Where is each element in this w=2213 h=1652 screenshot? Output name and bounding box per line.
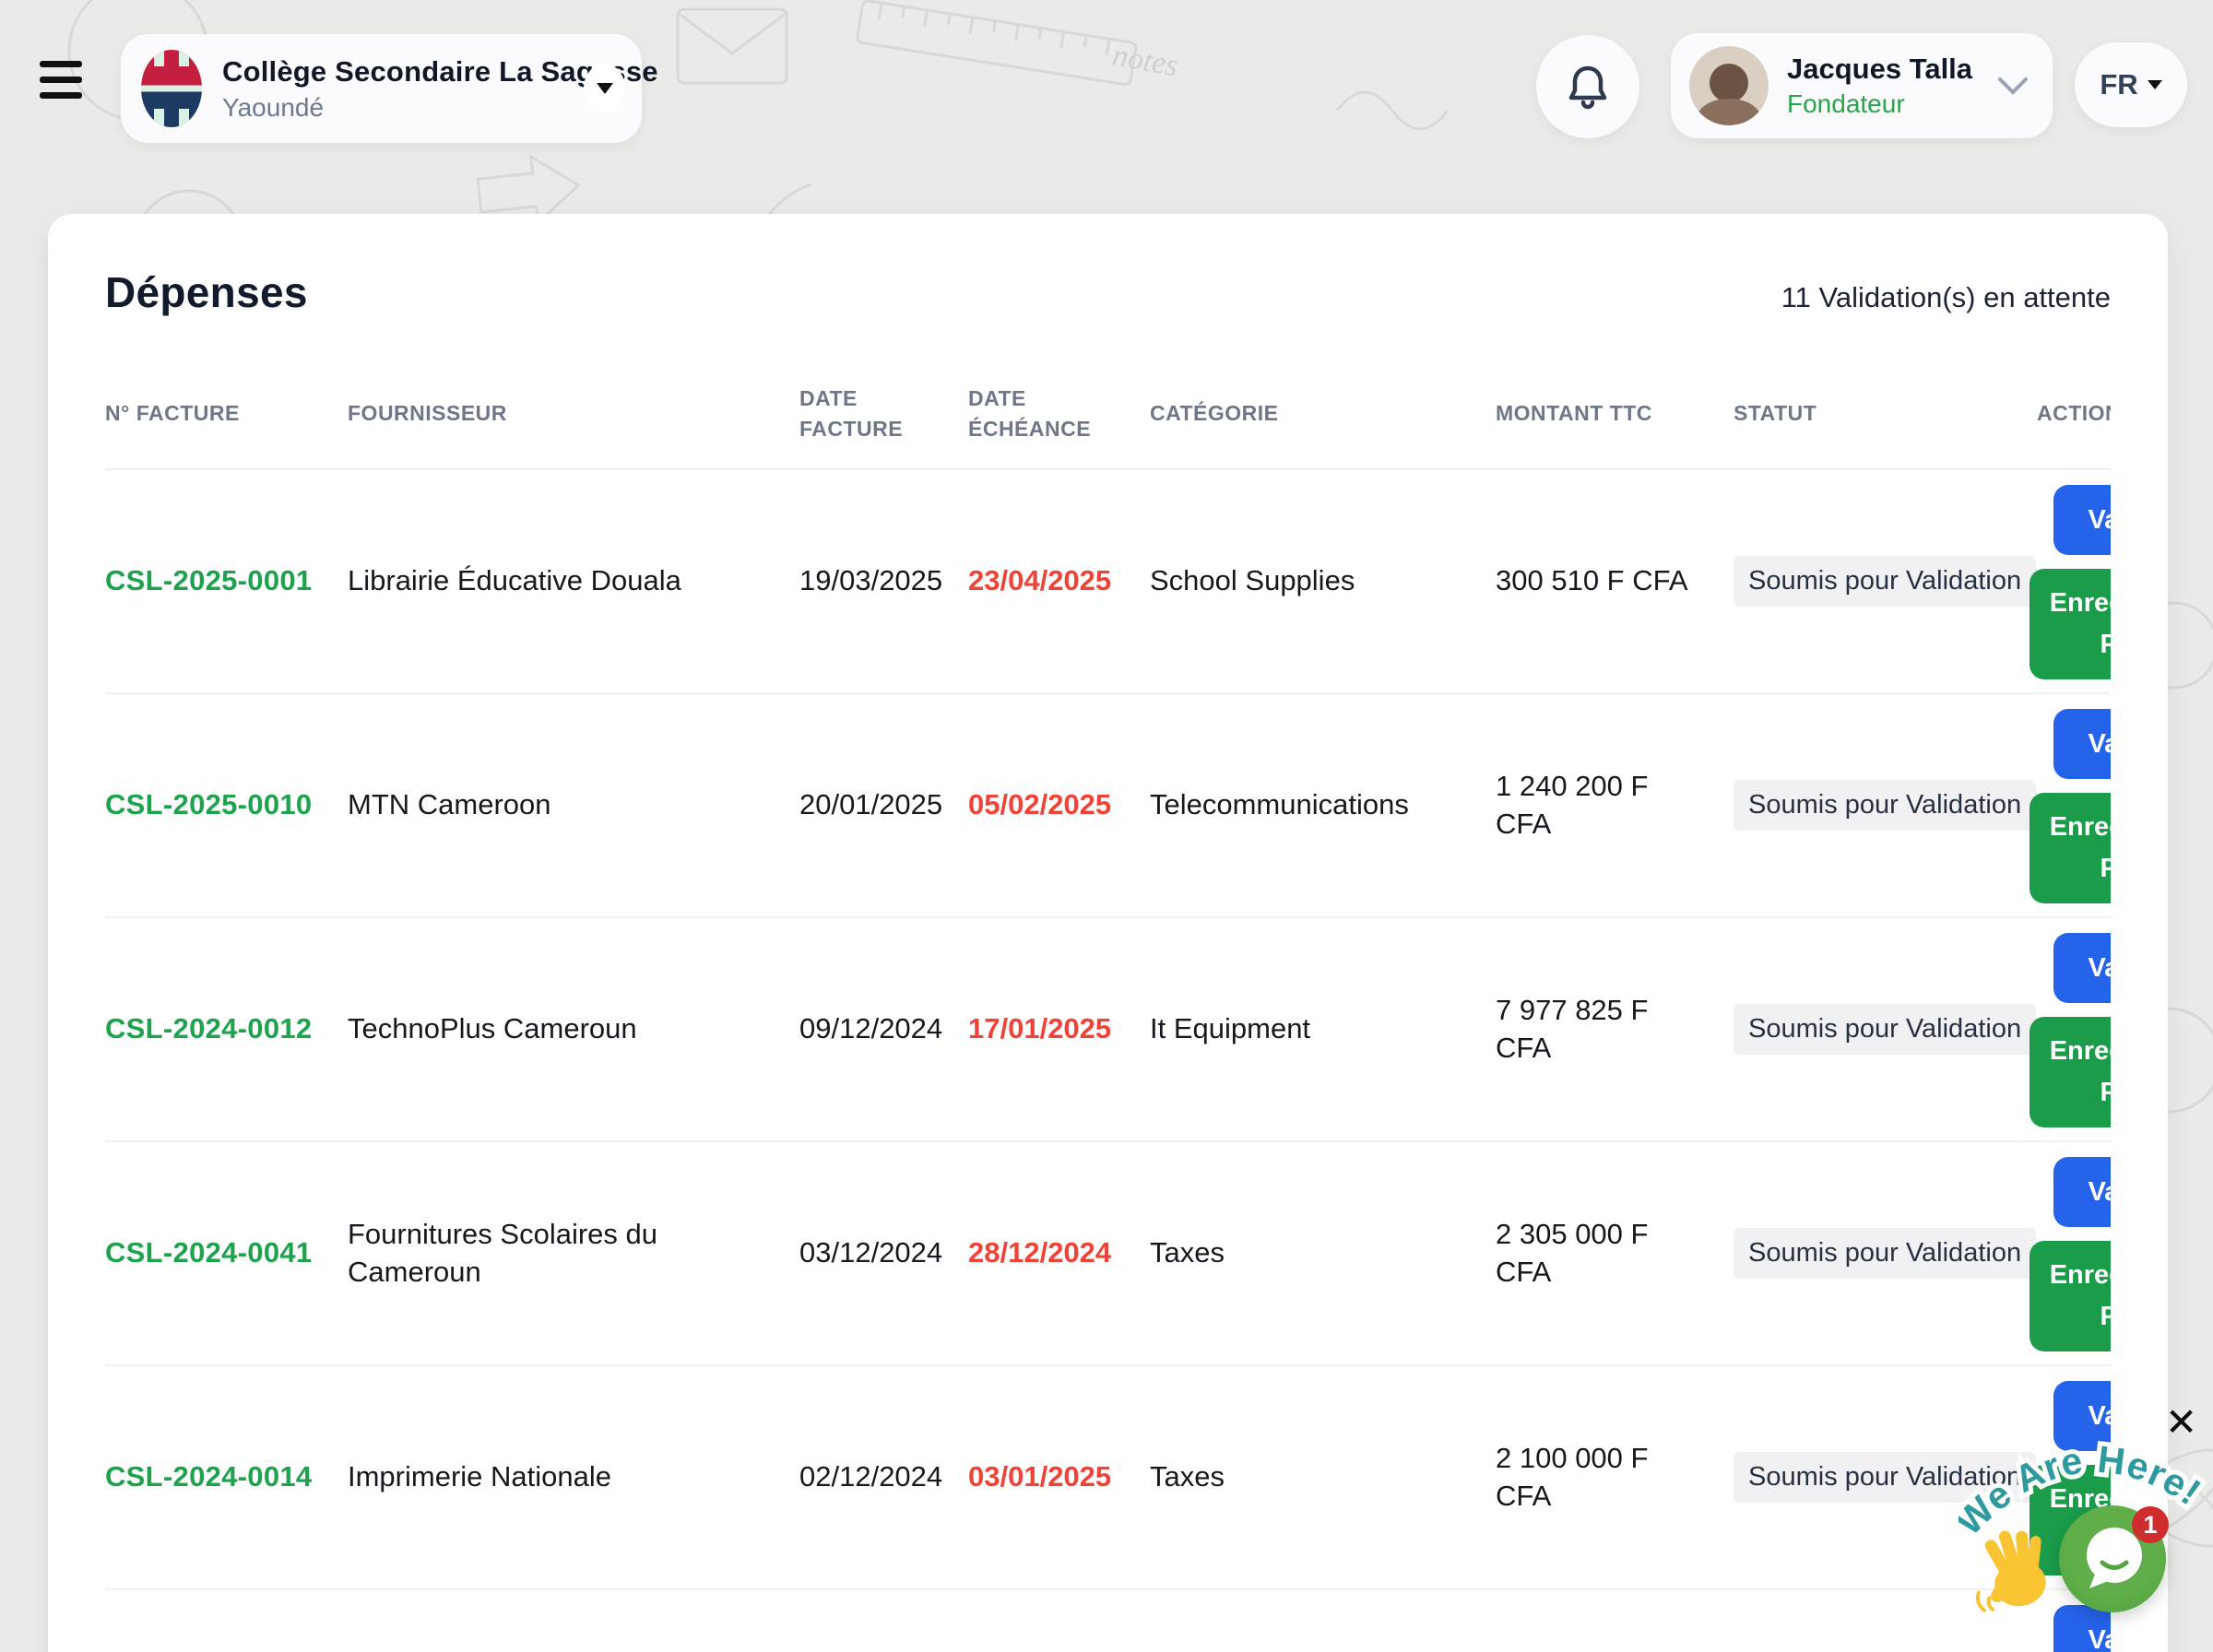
supplier: Fournitures Scolaires du Cameroun <box>348 1218 657 1288</box>
amount: 300 510 F CFA <box>1496 564 1688 597</box>
validate-button[interactable]: Valider <box>2053 1157 2111 1227</box>
col-invoice-date: DATE FACTURE <box>799 385 904 441</box>
table-header-row: N° FACTURE FOURNISSEUR DATE FACTURE DATE… <box>105 360 2111 470</box>
validate-button[interactable]: Valider <box>2053 709 2111 779</box>
user-role: Fondateur <box>1787 89 1905 118</box>
status-badge: Soumis pour Validation <box>1734 1227 2037 1280</box>
status-badge: Soumis pour Validation <box>1734 1003 2037 1056</box>
expenses-card: Dépenses 11 Validation(s) en attente N° … <box>48 214 2168 1652</box>
validate-button[interactable]: Valider <box>2053 485 2111 555</box>
caret-down-icon <box>2147 80 2162 89</box>
category: It Equipment <box>1150 1012 1311 1045</box>
amount: 2 100 000 F CFA <box>1496 1442 1649 1512</box>
language-selector[interactable]: FR <box>2075 42 2187 127</box>
table-row: CSL-2024-0014 Imprimerie Nationale 02/12… <box>105 1366 2111 1590</box>
status-badge: Soumis pour Validation <box>1734 1451 2037 1504</box>
category: Telecommunications <box>1150 788 1409 821</box>
notifications-button[interactable] <box>1536 35 1639 138</box>
due-date: 23/04/2025 <box>968 564 1112 597</box>
due-date: 28/12/2024 <box>968 1236 1112 1269</box>
user-name: Jacques Talla <box>1787 53 1973 85</box>
invoice-number[interactable]: CSL-2024-0041 <box>105 1236 313 1269</box>
avatar <box>1689 46 1769 125</box>
validate-button[interactable]: Valider <box>2053 1605 2111 1652</box>
amount: 7 977 825 F CFA <box>1496 994 1649 1064</box>
expenses-table: N° FACTURE FOURNISSEUR DATE FACTURE DATE… <box>105 360 2111 1652</box>
status-badge: Soumis pour Validation <box>1734 779 2037 832</box>
table-row-partial: Valider <box>105 1590 2111 1652</box>
table-row: CSL-2025-0001 Librairie Éducative Douala… <box>105 470 2111 694</box>
validate-button[interactable]: Valider <box>2053 1381 2111 1451</box>
school-logo <box>141 50 202 127</box>
menu-icon[interactable] <box>40 61 82 99</box>
invoice-date: 03/12/2024 <box>799 1236 943 1269</box>
supplier: Imprimerie Nationale <box>348 1460 611 1493</box>
school-name: Collège Secondaire La Sagesse <box>222 54 658 88</box>
table-row: CSL-2024-0041 Fournitures Scolaires du C… <box>105 1142 2111 1366</box>
col-due-date: DATE ÉCHÉANCE <box>968 385 1092 441</box>
due-date: 03/01/2025 <box>968 1460 1112 1493</box>
table-row: CSL-2025-0010 MTN Cameroon 20/01/2025 05… <box>105 694 2111 918</box>
invoice-date: 19/03/2025 <box>799 564 943 597</box>
school-selector[interactable]: Collège Secondaire La Sagesse Yaoundé <box>121 34 658 143</box>
invoice-number[interactable]: CSL-2025-0001 <box>105 564 313 597</box>
save-and-pay-button[interactable]: Enregistrer et Payer <box>2030 1017 2111 1127</box>
validate-button[interactable]: Valider <box>2053 933 2111 1003</box>
school-dropdown-button[interactable] <box>584 64 625 113</box>
col-supplier: FOURNISSEUR <box>348 401 507 426</box>
page-title: Dépenses <box>105 268 308 316</box>
save-and-pay-button[interactable]: Enregistrer et Payer <box>2030 793 2111 903</box>
col-amount: MONTANT TTC <box>1496 401 1652 426</box>
chat-close-button[interactable]: ✕ <box>2165 1400 2198 1444</box>
chat-unread-badge: 1 <box>2132 1506 2169 1543</box>
save-and-pay-button[interactable]: Enregistrer et Payer <box>2030 569 2111 679</box>
save-and-pay-button[interactable]: Enregistrer et Payer <box>2030 1241 2111 1351</box>
caret-down-icon <box>596 83 613 94</box>
top-bar: Collège Secondaire La Sagesse Yaoundé Ja… <box>0 0 2213 175</box>
waving-hand-icon <box>1975 1530 2046 1612</box>
pending-validations-count: 11 Validation(s) en attente <box>1781 281 2111 313</box>
supplier: TechnoPlus Cameroun <box>348 1012 637 1045</box>
amount: 2 305 000 F CFA <box>1496 1218 1649 1288</box>
bell-icon <box>1568 65 1607 110</box>
invoice-number[interactable]: CSL-2024-0012 <box>105 1012 313 1045</box>
due-date: 17/01/2025 <box>968 1012 1112 1045</box>
school-city: Yaoundé <box>222 92 325 122</box>
amount: 1 240 200 F CFA <box>1496 770 1649 840</box>
user-menu[interactable]: Jacques Talla Fondateur <box>1671 33 2053 138</box>
supplier: MTN Cameroon <box>348 788 551 821</box>
supplier: Librairie Éducative Douala <box>348 564 681 597</box>
invoice-date: 09/12/2024 <box>799 1012 943 1045</box>
invoice-number[interactable]: CSL-2025-0010 <box>105 788 313 821</box>
col-invoice: N° FACTURE <box>105 401 240 426</box>
chevron-down-icon <box>1998 77 2028 95</box>
category: Taxes <box>1150 1236 1225 1269</box>
category: School Supplies <box>1150 564 1355 597</box>
invoice-date: 20/01/2025 <box>799 788 943 821</box>
language-label: FR <box>2100 68 2138 100</box>
invoice-number[interactable]: CSL-2024-0014 <box>105 1460 313 1493</box>
chat-bubble-icon <box>2087 1528 2142 1588</box>
col-category: CATÉGORIE <box>1150 401 1279 426</box>
due-date: 05/02/2025 <box>968 788 1112 821</box>
table-row: CSL-2024-0012 TechnoPlus Cameroun 09/12/… <box>105 918 2111 1142</box>
invoice-date: 02/12/2024 <box>799 1460 943 1493</box>
col-status: STATUT <box>1734 401 1817 426</box>
status-badge: Soumis pour Validation <box>1734 555 2037 608</box>
col-action: ACTION <box>2037 401 2111 426</box>
category: Taxes <box>1150 1460 1225 1493</box>
